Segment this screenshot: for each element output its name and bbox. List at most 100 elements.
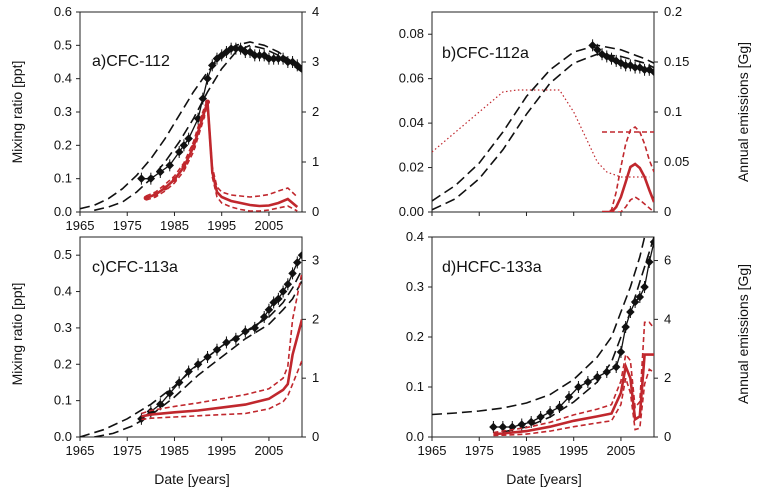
observation-point: [241, 47, 250, 57]
observation-point: [184, 134, 193, 143]
y2-tick-label: 3: [312, 54, 319, 69]
emission-dotted-line: [432, 89, 650, 178]
x-tick-label: 1995: [207, 218, 236, 233]
y-tick-label: 0.04: [399, 115, 424, 130]
y-tick-label: 0.0: [406, 429, 424, 444]
observation-point: [174, 147, 184, 157]
plot-area: [80, 41, 302, 212]
x-tick-label: 1995: [207, 443, 236, 458]
model-line: [80, 269, 302, 437]
model-line: [94, 280, 302, 437]
y2-tick-label: 0.15: [664, 54, 689, 69]
y2-tick-label: 1: [312, 154, 319, 169]
observation-point: [583, 377, 593, 387]
emission-uncertainty-line: [493, 368, 654, 437]
y-tick-label: 0.4: [54, 284, 72, 299]
observation-point: [640, 282, 649, 292]
emission-uncertainty-line: [602, 125, 654, 212]
y-tick-label: 0.2: [406, 329, 424, 344]
observation-point: [259, 312, 269, 322]
panel-title: d)HCFC-133a: [442, 259, 542, 276]
y2-tick-label: 4: [664, 311, 671, 326]
observation-point: [293, 258, 302, 267]
panel-title: c)CFC-113a: [92, 259, 178, 276]
xlabel-right: Date [years]: [506, 471, 581, 487]
x-tick-label: 2005: [254, 443, 283, 458]
observation-point: [278, 287, 288, 296]
x-tick-label: 2005: [606, 443, 635, 458]
panel-title: a)CFC-112: [92, 53, 170, 70]
observation-point: [602, 367, 612, 377]
y-tick-label: 0.2: [54, 137, 72, 152]
y2-tick-label: 4: [312, 4, 319, 19]
model-line: [80, 41, 302, 210]
y-tick-label: 0.3: [54, 104, 72, 119]
observation-point: [498, 422, 508, 432]
panel-2: 0.0 0.1 0.2 0.3 0.4 0.5 0 1 2 3 1965 1975 1985 1995 20…: [54, 236, 319, 458]
observation-point: [264, 54, 274, 63]
y2-tick-label: 3: [312, 253, 319, 268]
y2-tick-label: 2: [664, 370, 671, 385]
panel-3: 0.0 0.1 0.2 0.3 0.4 0 2 4 6 1965 1975 1985 1995 2005 d…: [406, 229, 671, 458]
y-tick-label: 0.0: [54, 204, 72, 219]
observation-point: [179, 141, 189, 150]
x-tick-label: 1965: [66, 218, 95, 233]
observation-point: [635, 292, 645, 302]
ylabel-left-bottom: Mixing ratio [ppt]: [9, 283, 25, 386]
emission-line: [141, 319, 302, 418]
y-tick-label: 0.3: [54, 320, 72, 335]
observation-point: [255, 51, 264, 60]
observation-point: [184, 367, 193, 376]
observation-point: [269, 54, 278, 63]
panels: 0.0 0.1 0.2 0.3 0.4 0.5 0.6 0 1 2 3 4 1965 1975 1985 19…: [54, 4, 689, 458]
x-tick-label: 1985: [160, 218, 189, 233]
ylabel-right-bottom: Annual emissions [Gg]: [735, 264, 751, 404]
x-tick-label: 2005: [254, 218, 283, 233]
y-tick-label: 0.4: [406, 229, 424, 244]
observation-point: [574, 382, 583, 392]
observation-point: [489, 422, 498, 432]
observation-point: [165, 161, 174, 170]
y-tick-label: 0.5: [54, 247, 72, 262]
observation-point: [250, 51, 260, 60]
y-tick-label: 0.3: [406, 279, 424, 294]
y-tick-label: 0.06: [399, 71, 424, 86]
y-tick-label: 0.1: [54, 171, 72, 186]
y-tick-label: 0.1: [54, 393, 72, 408]
ylabel-right-top: Annual emissions [Gg]: [735, 42, 751, 182]
x-tick-label: 1965: [66, 443, 95, 458]
observation-line: [493, 241, 654, 428]
observation-line: [141, 254, 302, 420]
y-tick-label: 0.5: [54, 37, 72, 52]
y2-tick-label: 1: [312, 370, 319, 385]
xlabel-left: Date [years]: [154, 471, 229, 487]
y-tick-label: 0.0: [54, 429, 72, 444]
plot-frame: [431, 11, 655, 213]
y2-tick-label: 6: [664, 253, 671, 268]
y2-tick-label: 0.1: [664, 104, 682, 119]
emission-point: [162, 185, 168, 191]
observation-point: [288, 269, 297, 278]
emission-line: [602, 162, 654, 212]
emission-uncertainty-line: [493, 321, 654, 434]
model-line: [432, 53, 654, 211]
model-line: [432, 44, 654, 202]
y-tick-label: 0.2: [54, 356, 72, 371]
plot-frame: [79, 11, 303, 213]
emission-uncertainty-line: [602, 196, 654, 212]
model-line: [502, 237, 654, 433]
y2-tick-label: 0: [312, 204, 319, 219]
observation-point: [611, 362, 621, 372]
y2-tick-label: 0: [664, 429, 671, 444]
observation-point: [616, 347, 626, 357]
emission-uncertainty-line: [141, 360, 302, 421]
observation-point: [203, 74, 212, 83]
x-tick-label: 1985: [512, 443, 541, 458]
observation-point: [526, 417, 536, 427]
observation-point: [545, 407, 555, 417]
observation-point: [297, 250, 302, 260]
y2-tick-label: 2: [312, 104, 319, 119]
observation-point: [517, 420, 526, 429]
x-tick-label: 1995: [559, 443, 588, 458]
